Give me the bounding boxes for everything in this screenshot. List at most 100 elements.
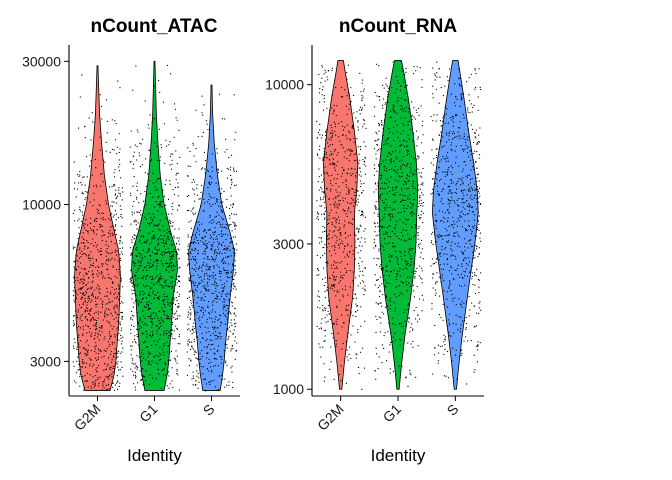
- jitter-point: [103, 349, 105, 351]
- jitter-point: [413, 213, 415, 215]
- jitter-point: [334, 268, 336, 270]
- points-S: [430, 61, 482, 385]
- jitter-point: [115, 312, 117, 314]
- jitter-point: [357, 201, 359, 203]
- jitter-point: [469, 197, 471, 199]
- jitter-point: [410, 226, 413, 228]
- jitter-point: [446, 298, 448, 300]
- jitter-point: [96, 303, 98, 305]
- jitter-point: [474, 293, 477, 295]
- jitter-point: [211, 249, 213, 251]
- jitter-point: [329, 277, 331, 279]
- jitter-point: [331, 332, 333, 335]
- jitter-point: [364, 285, 366, 287]
- jitter-point: [462, 252, 464, 254]
- jitter-point: [135, 220, 138, 222]
- jitter-point: [333, 121, 335, 123]
- jitter-point: [108, 321, 110, 323]
- jitter-point: [79, 271, 81, 273]
- jitter-point: [422, 134, 424, 136]
- jitter-point: [226, 328, 228, 330]
- jitter-point: [90, 359, 92, 361]
- jitter-point: [405, 377, 407, 379]
- jitter-point: [346, 254, 348, 256]
- jitter-point: [438, 68, 440, 70]
- jitter-point: [200, 309, 202, 311]
- jitter-point: [81, 320, 83, 322]
- jitter-point: [150, 255, 152, 257]
- jitter-point: [319, 307, 321, 309]
- jitter-point: [336, 203, 338, 205]
- jitter-point: [406, 264, 408, 266]
- jitter-point: [176, 263, 178, 265]
- jitter-point: [399, 275, 401, 277]
- jitter-point: [140, 277, 142, 279]
- jitter-point: [95, 233, 97, 235]
- jitter-point: [434, 182, 437, 184]
- jitter-point: [171, 206, 173, 208]
- jitter-point: [94, 348, 96, 350]
- jitter-point: [101, 225, 104, 227]
- jitter-point: [323, 150, 325, 152]
- jitter-point: [343, 168, 345, 170]
- jitter-point: [335, 86, 337, 88]
- jitter-point: [342, 208, 344, 210]
- jitter-point: [436, 281, 438, 283]
- jitter-point: [375, 188, 377, 190]
- jitter-point: [338, 200, 340, 202]
- jitter-point: [380, 267, 382, 269]
- jitter-point: [344, 232, 346, 234]
- jitter-point: [98, 213, 100, 215]
- jitter-point: [421, 294, 423, 296]
- jitter-point: [438, 180, 441, 182]
- jitter-point: [454, 202, 456, 204]
- jitter-point: [323, 156, 325, 158]
- jitter-point: [413, 133, 415, 135]
- jitter-point: [461, 210, 463, 212]
- jitter-point: [317, 181, 319, 183]
- jitter-point: [331, 153, 333, 155]
- jitter-point: [479, 232, 481, 234]
- jitter-point: [443, 221, 445, 223]
- jitter-point: [322, 158, 324, 161]
- jitter-point: [393, 126, 395, 128]
- jitter-point: [190, 236, 192, 238]
- jitter-point: [151, 221, 153, 224]
- jitter-point: [191, 329, 193, 331]
- jitter-point: [187, 175, 189, 177]
- jitter-point: [81, 366, 83, 368]
- jitter-point: [102, 383, 104, 385]
- jitter-point: [321, 181, 323, 183]
- jitter-point: [130, 194, 132, 197]
- jitter-point: [230, 319, 232, 321]
- jitter-point: [432, 97, 434, 99]
- jitter-point: [90, 139, 92, 141]
- jitter-point: [119, 163, 121, 166]
- jitter-point: [412, 174, 414, 176]
- jitter-point: [209, 266, 211, 268]
- jitter-point: [376, 318, 378, 320]
- jitter-point: [478, 292, 480, 294]
- jitter-point: [232, 263, 234, 265]
- jitter-point: [327, 142, 329, 144]
- jitter-point: [138, 261, 140, 263]
- jitter-point: [95, 341, 97, 344]
- jitter-point: [204, 326, 206, 328]
- jitter-point: [373, 257, 375, 259]
- jitter-point: [194, 255, 196, 258]
- jitter-point: [116, 363, 118, 365]
- jitter-point: [218, 214, 220, 216]
- jitter-point: [177, 182, 179, 184]
- jitter-point: [393, 139, 395, 141]
- jitter-point: [394, 111, 396, 113]
- jitter-point: [100, 270, 103, 273]
- jitter-point: [444, 183, 446, 185]
- jitter-point: [334, 167, 336, 169]
- jitter-point: [100, 350, 102, 353]
- jitter-point: [89, 217, 92, 219]
- jitter-point: [461, 202, 463, 204]
- jitter-point: [231, 290, 233, 292]
- jitter-point: [101, 325, 103, 327]
- jitter-point: [94, 297, 97, 299]
- jitter-point: [136, 366, 138, 368]
